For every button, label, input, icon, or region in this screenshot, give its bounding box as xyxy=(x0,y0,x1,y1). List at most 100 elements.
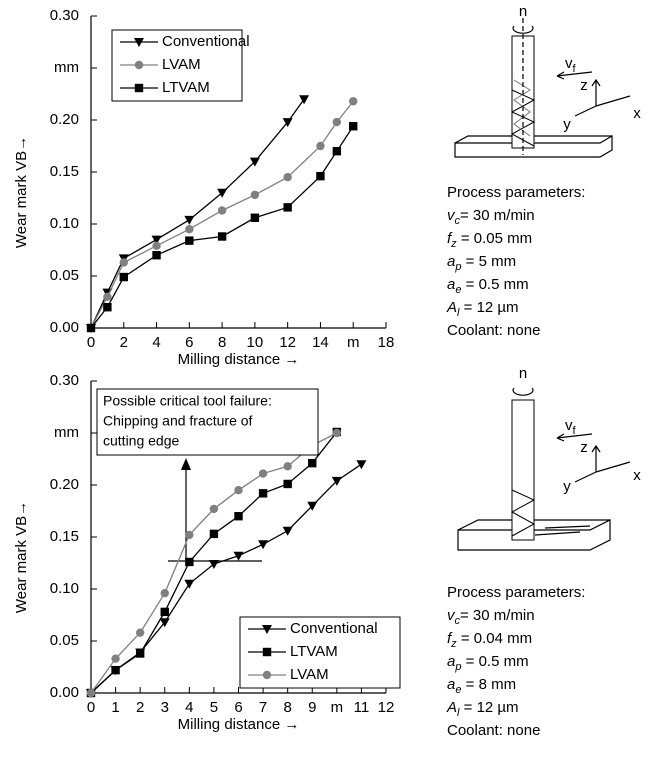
x-tick-label: 8 xyxy=(218,334,226,351)
legend-label: Conventional xyxy=(290,620,378,637)
marker xyxy=(307,501,318,511)
label-x: x xyxy=(633,467,641,484)
marker xyxy=(258,469,268,478)
marker xyxy=(208,560,219,570)
marker xyxy=(152,251,161,260)
param-value: = 0.04 mm xyxy=(457,630,532,647)
param-value: = 30 m/min xyxy=(460,207,535,224)
param-symbol: A xyxy=(446,299,457,316)
x-tick-label: m xyxy=(347,334,360,351)
x-tick-label: 8 xyxy=(283,699,291,716)
marker xyxy=(234,512,243,521)
legend-label: LTVAM xyxy=(290,643,338,660)
param-symbol: a xyxy=(447,676,455,693)
marker xyxy=(184,579,195,589)
annotation-box xyxy=(96,388,319,456)
param-subscript: p xyxy=(454,261,461,273)
label-vf: vf xyxy=(565,417,577,437)
param-symbol: a xyxy=(447,253,455,270)
marker xyxy=(234,486,243,495)
annotation: Possible critical tool failure: Chipping … xyxy=(96,388,319,456)
param: vc= 30 m/min xyxy=(447,207,535,227)
param: vc= 30 m/min xyxy=(447,607,535,627)
marker xyxy=(308,458,317,468)
param-value: = 30 m/min xyxy=(460,607,535,624)
label-n: n xyxy=(519,365,527,382)
marker xyxy=(160,588,169,598)
marker xyxy=(111,654,120,663)
marker xyxy=(258,489,268,498)
marker xyxy=(209,529,219,539)
marker xyxy=(152,241,161,251)
param-value: = 5 mm xyxy=(461,253,516,270)
y-axis-label: Wear mark VB→ xyxy=(13,136,30,248)
annotation-text: Possible critical tool failure: xyxy=(103,393,272,409)
data-line xyxy=(90,98,305,329)
x-tick-label: 4 xyxy=(185,699,193,716)
label-n: n xyxy=(519,3,527,20)
marker xyxy=(332,428,342,438)
marker xyxy=(233,551,244,561)
y-tick-label: 0.05 xyxy=(50,267,79,284)
marker xyxy=(160,607,169,617)
marker xyxy=(103,292,112,301)
param-value: = 0.5 mm xyxy=(461,653,528,670)
param-value: Coolant: none xyxy=(447,722,540,739)
marker xyxy=(135,649,145,658)
label-z: z xyxy=(580,439,588,456)
x-tick-label: 2 xyxy=(120,334,128,351)
param-symbol: A xyxy=(446,699,457,716)
param-subscript: z xyxy=(450,638,457,650)
marker xyxy=(282,118,293,128)
marker xyxy=(86,323,96,333)
y-tick-label: 0.30 xyxy=(50,7,79,24)
marker xyxy=(316,141,325,151)
marker xyxy=(282,526,293,536)
marker xyxy=(258,540,269,550)
marker xyxy=(185,530,194,540)
marker xyxy=(86,688,96,698)
param: fz = 0.04 mm xyxy=(447,630,532,650)
legend-label: LVAM xyxy=(290,666,329,683)
label-v: v xyxy=(565,417,573,434)
marker xyxy=(217,232,227,241)
y-tick-label: mm xyxy=(54,59,79,76)
param-value: = 12 µm xyxy=(459,299,518,316)
marker xyxy=(103,303,112,312)
marker xyxy=(316,171,325,181)
marker xyxy=(249,157,260,167)
param-symbol: v xyxy=(447,607,456,624)
marker xyxy=(134,60,144,70)
y-tick-label: 0.15 xyxy=(50,528,79,545)
label-f: f xyxy=(573,63,577,75)
label-z: z xyxy=(580,77,588,94)
param: ap = 0.5 mm xyxy=(447,653,529,673)
marker xyxy=(134,38,144,47)
marker xyxy=(299,95,310,105)
param-value: = 0.05 mm xyxy=(457,230,532,247)
param-subscript: e xyxy=(455,284,461,296)
y-tick-label: 0.20 xyxy=(50,111,79,128)
legend: Conventional LTVAM LVAM xyxy=(239,616,401,689)
label-f: f xyxy=(573,425,577,437)
marker xyxy=(332,147,342,156)
marker xyxy=(262,625,272,634)
y-tick-label: 0.00 xyxy=(50,319,79,336)
marker xyxy=(349,97,358,106)
x-tick-label: 9 xyxy=(308,699,316,716)
legend-label: Conventional xyxy=(162,33,250,50)
param: ae = 8 mm xyxy=(447,676,516,696)
param-symbol: v xyxy=(447,207,456,224)
params-title: Process parameters: xyxy=(447,584,585,601)
tool-diagram xyxy=(457,387,631,551)
marker xyxy=(217,206,227,215)
marker xyxy=(331,476,342,486)
param-subscript: e xyxy=(455,684,461,696)
y-tick-label: 0.05 xyxy=(50,632,79,649)
x-tick-label: 12 xyxy=(378,699,395,716)
label-vf: vf xyxy=(565,55,577,75)
param-subscript: c xyxy=(455,615,461,627)
annotation-text: cutting edge xyxy=(103,433,179,449)
marker xyxy=(119,272,128,282)
